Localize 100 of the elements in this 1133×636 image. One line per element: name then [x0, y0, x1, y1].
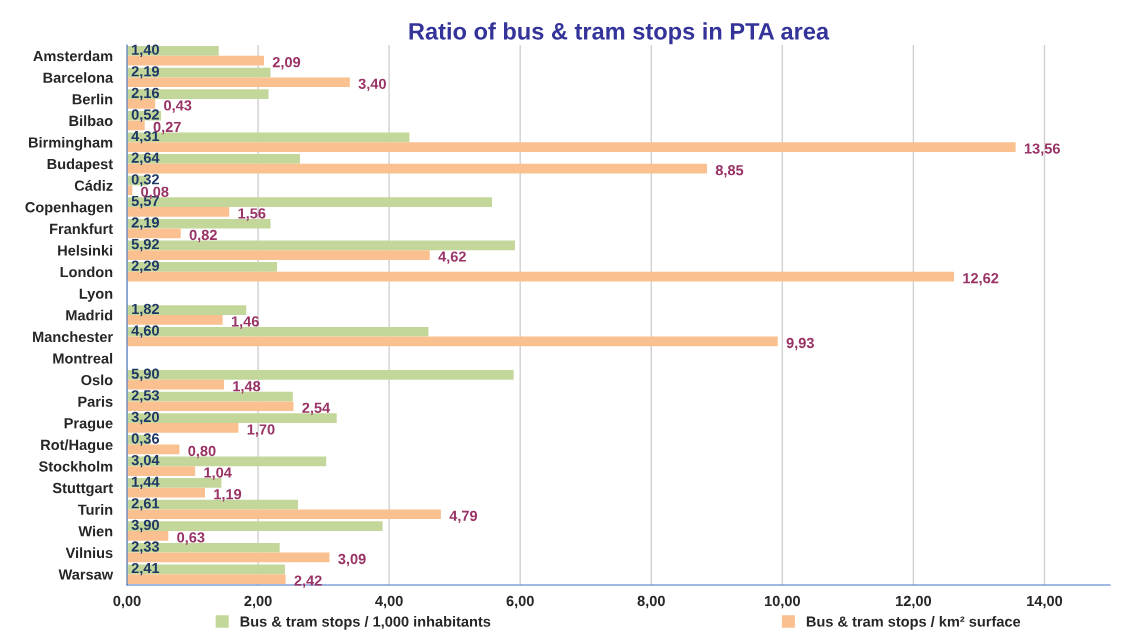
- y-tick-label: Stuttgart: [52, 482, 113, 497]
- bar: [127, 413, 337, 423]
- data-label: 2,33: [131, 541, 160, 554]
- bar: [127, 154, 301, 164]
- bar: [127, 163, 707, 174]
- data-label: 5,90: [131, 368, 159, 381]
- chart-title: Ratio of bus & tram stops in PTA area: [409, 22, 830, 45]
- bar: [127, 521, 383, 531]
- x-tick-label: 12,00: [896, 595, 932, 609]
- bar: [127, 564, 285, 575]
- data-label: 2,61: [131, 498, 160, 511]
- x-tick-label: 0,00: [113, 595, 141, 609]
- y-tick-label: London: [60, 266, 113, 278]
- data-label: 2,53: [131, 390, 160, 403]
- legend-label: Bus & tram stops / km² surface: [806, 616, 1021, 630]
- data-label: 0,63: [177, 532, 205, 545]
- bar: [127, 401, 294, 412]
- data-label: 1,40: [132, 44, 159, 57]
- data-label: 0,52: [131, 109, 159, 122]
- data-label: 4,79: [449, 510, 478, 524]
- data-label: 5,92: [131, 238, 159, 252]
- data-label: 1,56: [238, 208, 266, 221]
- y-tick-label: Barcelona: [43, 72, 114, 83]
- y-tick-label: Turin: [77, 504, 113, 515]
- y-tick-label: Copenhagen: [25, 201, 113, 216]
- bar: [127, 207, 230, 217]
- bar: [127, 444, 180, 455]
- y-tick-label: Vilnius: [65, 547, 113, 559]
- y-tick-label: Wien: [78, 525, 113, 537]
- y-tick-label: Oslo: [81, 374, 113, 386]
- data-label: 1,44: [132, 476, 160, 489]
- bar: [127, 46, 219, 56]
- y-tick-label: Amsterdam: [33, 50, 113, 62]
- legend-label: Bus & tram stops / 1,000 inhabitants: [240, 616, 491, 630]
- bar: [127, 379, 224, 390]
- bar: [127, 197, 493, 207]
- data-label: 3,20: [131, 411, 159, 425]
- bar: [127, 315, 223, 325]
- x-tick-label: 4,00: [375, 595, 403, 609]
- y-tick-label: Helsinki: [58, 244, 113, 256]
- x-tick-label: 6,00: [506, 595, 534, 609]
- bar: [127, 89, 269, 99]
- x-tick-label: 2,00: [244, 595, 272, 609]
- y-tick-label: Cádiz: [74, 179, 113, 191]
- x-tick-label: 14,00: [1027, 595, 1063, 609]
- y-tick-label: Madrid: [66, 309, 113, 321]
- y-tick-label: Manchester: [33, 331, 113, 343]
- data-label: 0,82: [189, 229, 217, 243]
- bar: [127, 228, 181, 239]
- data-label: 1,70: [247, 424, 275, 437]
- data-label: 2,64: [131, 152, 160, 165]
- data-label: 2,19: [131, 66, 160, 79]
- data-label: 1,46: [231, 316, 259, 329]
- data-label: 0,80: [188, 445, 216, 459]
- bar: [127, 423, 239, 433]
- y-tick-label: Berlin: [72, 93, 113, 105]
- data-label: 2,42: [294, 575, 322, 588]
- bar: [127, 531, 169, 541]
- data-label: 1,82: [132, 303, 159, 317]
- data-label: 3,40: [358, 78, 386, 92]
- data-label: 2,16: [131, 87, 160, 101]
- bar: [127, 250, 430, 260]
- data-label: 3,09: [338, 553, 366, 567]
- data-label: 2,54: [302, 402, 331, 416]
- data-label: 1,04: [204, 467, 232, 480]
- y-tick-label: Prague: [64, 418, 113, 432]
- data-label: 13,56: [1024, 143, 1060, 156]
- data-label: 8,85: [715, 165, 744, 178]
- y-tick-label: Frankfurt: [50, 223, 113, 235]
- data-label: 4,60: [131, 325, 159, 338]
- x-tick-label: 8,00: [637, 595, 665, 609]
- y-tick-label: Bilbao: [69, 115, 113, 127]
- y-tick-label: Rot/Hague: [41, 439, 113, 453]
- bar: [127, 466, 196, 476]
- bar: [127, 262, 278, 272]
- data-label: 3,04: [131, 454, 160, 468]
- data-label: 2,29: [131, 260, 160, 273]
- y-tick-label: Warsaw: [58, 569, 114, 580]
- bar: [127, 77, 350, 88]
- y-tick-label: Lyon: [79, 288, 113, 302]
- data-label: 2,09: [272, 57, 301, 70]
- data-label: 2,41: [131, 562, 160, 576]
- y-tick-label: Budapest: [47, 158, 113, 173]
- data-label: 0,43: [164, 100, 192, 113]
- bar: [127, 99, 156, 109]
- bar: [127, 370, 514, 380]
- data-label: 9,93: [786, 337, 814, 351]
- y-tick-label: Paris: [78, 396, 113, 407]
- bar: [127, 487, 205, 498]
- data-label: 1,48: [233, 381, 261, 394]
- bar: [127, 336, 778, 347]
- bar: [127, 305, 247, 315]
- y-tick-label: Montreal: [53, 352, 113, 364]
- bar: [127, 271, 955, 282]
- y-tick-label: Stockholm: [38, 460, 113, 472]
- bar: [127, 574, 286, 584]
- bar: [127, 552, 330, 563]
- bar: [127, 509, 441, 520]
- data-label: 3,90: [131, 519, 159, 533]
- y-tick-label: Birmingham: [29, 136, 113, 151]
